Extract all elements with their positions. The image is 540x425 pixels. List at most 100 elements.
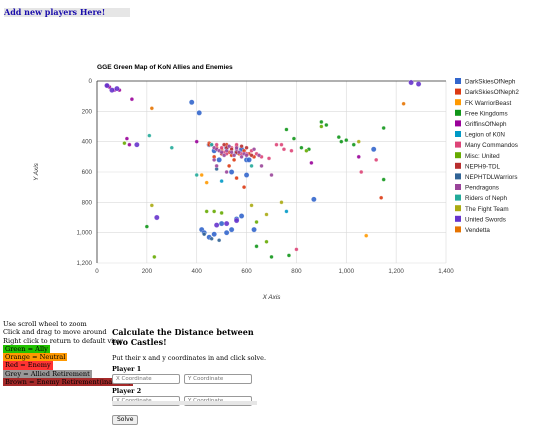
legend-label: The Fight Team xyxy=(465,206,509,213)
data-point xyxy=(152,254,157,259)
data-point xyxy=(279,200,284,205)
legend-neutral: Orange = Neutral xyxy=(3,353,68,362)
legend-swatch xyxy=(455,152,461,159)
data-point xyxy=(401,101,406,106)
data-point xyxy=(304,148,309,153)
data-point xyxy=(289,148,294,153)
player1-x-input[interactable] xyxy=(112,374,180,384)
solve-button[interactable]: Solve xyxy=(112,415,139,425)
legend-label: DarkSkiesOfNeph2 xyxy=(465,89,519,96)
data-point xyxy=(228,226,235,233)
data-point xyxy=(233,217,240,224)
data-point xyxy=(356,139,361,144)
legend-label: Legion of K0N xyxy=(465,132,505,139)
legend-swatch xyxy=(455,205,461,212)
legend-label: United Swords xyxy=(465,216,506,223)
x-tick-label: 400 xyxy=(192,268,203,275)
data-point xyxy=(219,150,224,155)
data-point xyxy=(266,156,272,161)
player1-y-input[interactable] xyxy=(184,374,252,384)
data-point xyxy=(212,209,217,214)
data-point xyxy=(114,85,120,92)
data-point xyxy=(279,142,284,147)
data-point xyxy=(244,145,249,150)
data-point xyxy=(224,169,229,175)
data-point xyxy=(217,238,222,243)
data-point xyxy=(228,169,235,175)
player2-label: Player 2 xyxy=(112,387,142,395)
data-point xyxy=(109,87,115,93)
data-point xyxy=(254,220,259,225)
data-point xyxy=(356,154,361,159)
distance-calculator: Calculate the Distance between two Castl… xyxy=(112,327,272,425)
data-point xyxy=(359,169,364,175)
x-tick-label: 200 xyxy=(142,268,153,275)
data-point xyxy=(211,231,217,237)
data-point xyxy=(227,144,232,149)
data-point xyxy=(232,157,237,162)
data-point xyxy=(219,179,224,184)
legend-label: Misc: United xyxy=(465,153,500,160)
data-point xyxy=(223,220,230,227)
data-point xyxy=(149,106,154,111)
scatter-chart[interactable]: GGE Green Map of KoN Allies and Enemies 0… xyxy=(0,55,540,315)
data-point xyxy=(237,150,242,155)
legend-allied-retirement: Grey = Allied Retirement xyxy=(3,369,92,379)
legend-label: Vendetta xyxy=(465,227,490,234)
data-point xyxy=(229,150,234,155)
data-point xyxy=(364,233,369,238)
x-tick-label: 1,000 xyxy=(339,268,355,275)
legend-label: Riders of Neph xyxy=(465,195,507,202)
data-point xyxy=(249,163,254,168)
legend-label: Free Kingdoms xyxy=(465,110,508,117)
legend-label: Pendragons xyxy=(465,185,499,192)
instructions-panel: Use scroll wheel to zoom Click and drag … xyxy=(3,320,133,387)
legend-swatch xyxy=(455,215,461,222)
data-point xyxy=(264,212,269,217)
data-point xyxy=(147,133,152,138)
legend-swatch xyxy=(455,78,461,84)
data-point xyxy=(374,157,379,162)
legend-swatch xyxy=(455,226,461,233)
data-point xyxy=(281,147,287,152)
y-axis-label: Y Axis xyxy=(33,162,40,181)
calculator-description: Put their x and y coordinates in and cli… xyxy=(112,354,266,362)
data-point xyxy=(251,226,257,233)
data-point xyxy=(264,239,269,244)
data-point xyxy=(336,135,341,140)
data-point xyxy=(204,209,209,214)
y-tick-label: 200 xyxy=(82,108,93,115)
data-point xyxy=(219,210,224,216)
y-tick-label: 1,200 xyxy=(77,260,93,267)
legend-swatch xyxy=(455,88,461,95)
data-point xyxy=(216,157,222,163)
data-point xyxy=(214,142,219,147)
data-point xyxy=(214,163,219,168)
top-bar xyxy=(4,8,130,17)
data-point xyxy=(154,214,160,221)
y-tick-label: 1,000 xyxy=(77,230,93,237)
data-point xyxy=(227,163,232,168)
data-point xyxy=(149,203,154,208)
player1-label: Player 1 xyxy=(112,365,142,373)
legend-label: FK WarriorBeast xyxy=(465,100,512,107)
data-point xyxy=(209,142,214,147)
data-point xyxy=(249,203,254,208)
data-point xyxy=(234,145,239,150)
data-point xyxy=(256,153,262,158)
data-point xyxy=(219,145,224,150)
data-point xyxy=(294,247,299,252)
data-point xyxy=(124,136,129,141)
x-tick-label: 0 xyxy=(95,268,99,275)
data-point xyxy=(224,148,229,153)
data-point xyxy=(269,254,274,259)
data-point xyxy=(344,138,349,143)
add-players-link[interactable]: Add new players Here! xyxy=(4,7,106,17)
legend-ally: Green = Ally xyxy=(3,344,50,354)
y-tick-label: 0 xyxy=(89,78,93,85)
data-point xyxy=(284,209,289,214)
data-point xyxy=(370,146,377,153)
data-point xyxy=(274,142,279,147)
data-point xyxy=(222,153,227,158)
data-point xyxy=(222,142,227,147)
